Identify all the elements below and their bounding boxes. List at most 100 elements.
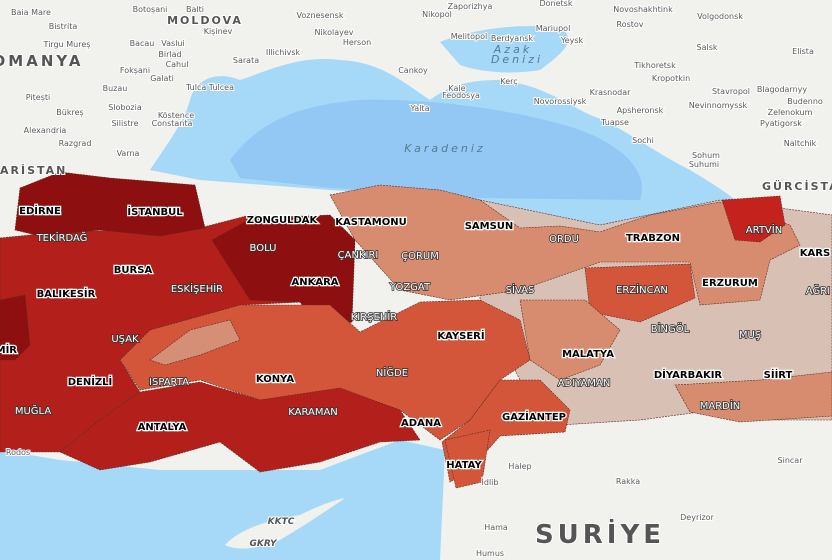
place-label-volgodonsk: Volgodonsk [697,12,743,21]
place-label-cankoy: Cankoy [398,66,428,75]
place-label-blagodarnyy: Blagodarnyy [757,85,808,94]
place-label-berdyansk: Berdyansk [491,34,534,43]
place-label-sarata: Sarata [233,56,259,65]
place-label-fok-ani: Fokșani [120,66,150,76]
country-label: SURİYE [535,518,665,550]
province-label-kastamonu[interactable]: KASTAMONU [334,216,408,230]
place-label-stavropol: Stavropol [712,87,750,96]
place-label-galati: Galati [150,74,174,83]
place-label-melitopol: Melitopol [451,32,488,41]
place-label-krasnodar: Krasnodar [590,88,632,97]
province-label-bursa[interactable]: BURSA [113,264,154,278]
place-label-i-dlib: İdlib [482,477,499,487]
place-label-bacau: Bacau [130,39,155,48]
region-light-north[interactable] [329,184,801,306]
place-label-birlad: Birlad [158,50,181,59]
place-label-varna: Varna [117,149,140,158]
province-label-di-yarbakir[interactable]: DİYARBAKIR [653,366,724,383]
province-label-trabzon[interactable]: TRABZON [625,232,682,246]
place-label-deyrizor: Deyrizor [680,513,714,522]
province-label-isparta[interactable]: ISPARTA [148,376,190,389]
place-label-apsheronsk: Apsheronsk [617,106,664,115]
province-label-a-ri[interactable]: AĞRI [805,283,831,298]
place-label-zelenokum: Zelenokum [768,108,813,117]
turkey-provinces[interactable] [0,171,832,489]
province-label-ordu[interactable]: ORDU [548,233,579,246]
place-label-tirgu-mure-: Tirgu Mureș [43,40,91,50]
province-label-mu-[interactable]: MUŞ [738,329,762,342]
province-label-erzurum[interactable]: ERZURUM [701,277,759,291]
place-label-herson: Herson [343,38,371,47]
region-light-mardin[interactable] [674,371,832,423]
place-label-budenno: Budenno [787,97,823,106]
place-label-voznesensk: Voznesensk [297,11,344,20]
region-mid-hatay[interactable] [444,429,491,489]
place-label-suhumi: Suhumi [689,160,719,169]
province-label-si-vas[interactable]: SİVAS [505,282,535,297]
province-label--orum[interactable]: ÇORUM [400,250,439,263]
province-label-zonguldak[interactable]: ZONGULDAK [245,214,319,228]
region-dark-south[interactable] [59,381,421,473]
province-label-kars[interactable]: KARS [799,247,832,261]
province-label--ankiri[interactable]: ÇANKIRI [337,249,379,262]
country-label: KKTC [268,517,295,527]
place-label-novoshakhtink: Novoshakhtink [613,5,673,14]
place-label-elista: Elista [792,47,814,56]
azov-sea [440,25,569,73]
province-label-adana[interactable]: ADANA [400,417,443,431]
province-label-deni-zli-[interactable]: DENİZLİ [66,373,113,390]
province-label-artvi-n[interactable]: ARTVİN [745,222,783,237]
sea-label-denizi: Denizi [491,53,543,66]
province-label-konya[interactable]: KONYA [255,373,296,387]
place-label-slobozia: Slobozia [108,103,142,112]
province-label-si-i-rt[interactable]: SİİRT [762,366,793,383]
province-label-yozgat[interactable]: YOZGAT [388,281,432,294]
province-label-malatya[interactable]: MALATYA [561,348,616,362]
province-label-eski-ehi-r[interactable]: ESKİŞEHİR [170,281,224,296]
province-label-bolu[interactable]: BOLU [249,242,278,255]
place-label-rakka: Rakka [616,477,640,486]
province-label-kayseri-[interactable]: KAYSERİ [436,327,486,344]
place-label-sochi: Sochi [632,136,654,145]
region-darkest-ankara[interactable] [211,214,356,333]
region-darkest-thrace[interactable] [14,171,206,237]
province-label-antalya[interactable]: ANTALYA [136,421,187,435]
province-label-karaman[interactable]: KARAMAN [287,406,338,419]
place-label-vaslui: Vaslui [161,39,184,48]
province-label-hatay[interactable]: HATAY [445,459,484,473]
province-label-i-stanbul[interactable]: İSTANBUL [126,203,184,220]
place-label-b-kre-: Bükreș [56,108,83,118]
place-label-sincar: Sincar [778,456,804,465]
province-label-kir-ehi-r[interactable]: KIRŞEHİR [350,309,398,324]
place-label-naltchik: Naltchik [784,139,817,148]
province-label-bi-ng-l[interactable]: BİNGÖL [650,321,691,336]
place-label-k-stence: Köstence [158,111,194,120]
province-label-i-zmi-r[interactable]: İZMİR [0,341,19,358]
region-mid-erzincan[interactable] [584,263,696,323]
province-label-samsun[interactable]: SAMSUN [463,220,514,234]
province-label-u-ak[interactable]: UŞAK [111,333,140,346]
place-label-balti: Balti [186,5,204,14]
province-label-edi-rne[interactable]: EDİRNE [18,202,62,219]
province-label-gazi-antep[interactable]: GAZİANTEP [501,408,568,425]
province-label-teki-rda-[interactable]: TEKİRDAĞ [35,230,88,245]
place-label-mariupol: Mariupol [536,24,571,33]
province-label-mu-la[interactable]: MUĞLA [14,403,52,418]
province-label-erzi-ncan[interactable]: ERZİNCAN [615,282,668,297]
place-label-tikhoretsk: Tikhoretsk [633,61,676,70]
place-label-razgrad: Razgrad [59,139,92,148]
province-label-adiyaman[interactable]: ADIYAMAN [557,377,611,390]
province-label-ni-de[interactable]: NİĞDE [375,365,409,380]
region-pale-afyon[interactable] [149,319,241,366]
place-label-tuapse: Tuapse [600,118,629,127]
region-darkest-izmir[interactable] [0,294,31,361]
province-label-balikesi-r[interactable]: BALIKESİR [35,285,96,302]
place-label-kropotkin: Kropotkin [652,74,690,83]
province-label-ankara[interactable]: ANKARA [290,276,340,290]
province-label-mardi-n[interactable]: MARDİN [699,398,741,413]
region-light-malatya[interactable] [519,299,621,381]
place-label-novorossiysk: Novorossiysk [534,97,587,106]
region-red-artvin[interactable] [721,195,786,243]
place-label-nevinnomyssk: Nevinnomyssk [689,101,748,110]
